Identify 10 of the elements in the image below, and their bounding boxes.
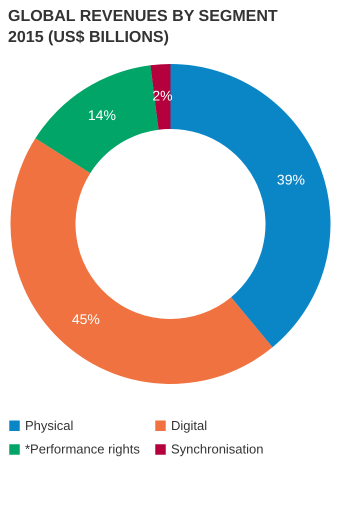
legend-label: Digital xyxy=(171,418,208,433)
data-label: 39% xyxy=(276,172,305,188)
legend-label: Synchronisation xyxy=(171,442,264,456)
data-label: 45% xyxy=(72,311,100,328)
legend-label: Physical xyxy=(25,418,74,433)
donut-slice xyxy=(10,138,272,384)
legend-label: *Performance rights xyxy=(25,442,140,456)
chart-title: GLOBAL REVENUES BY SEGMENT 2015 (US$ BILLIONS) xyxy=(8,8,278,46)
data-label: 14% xyxy=(88,106,116,123)
donut-slice xyxy=(170,64,330,348)
